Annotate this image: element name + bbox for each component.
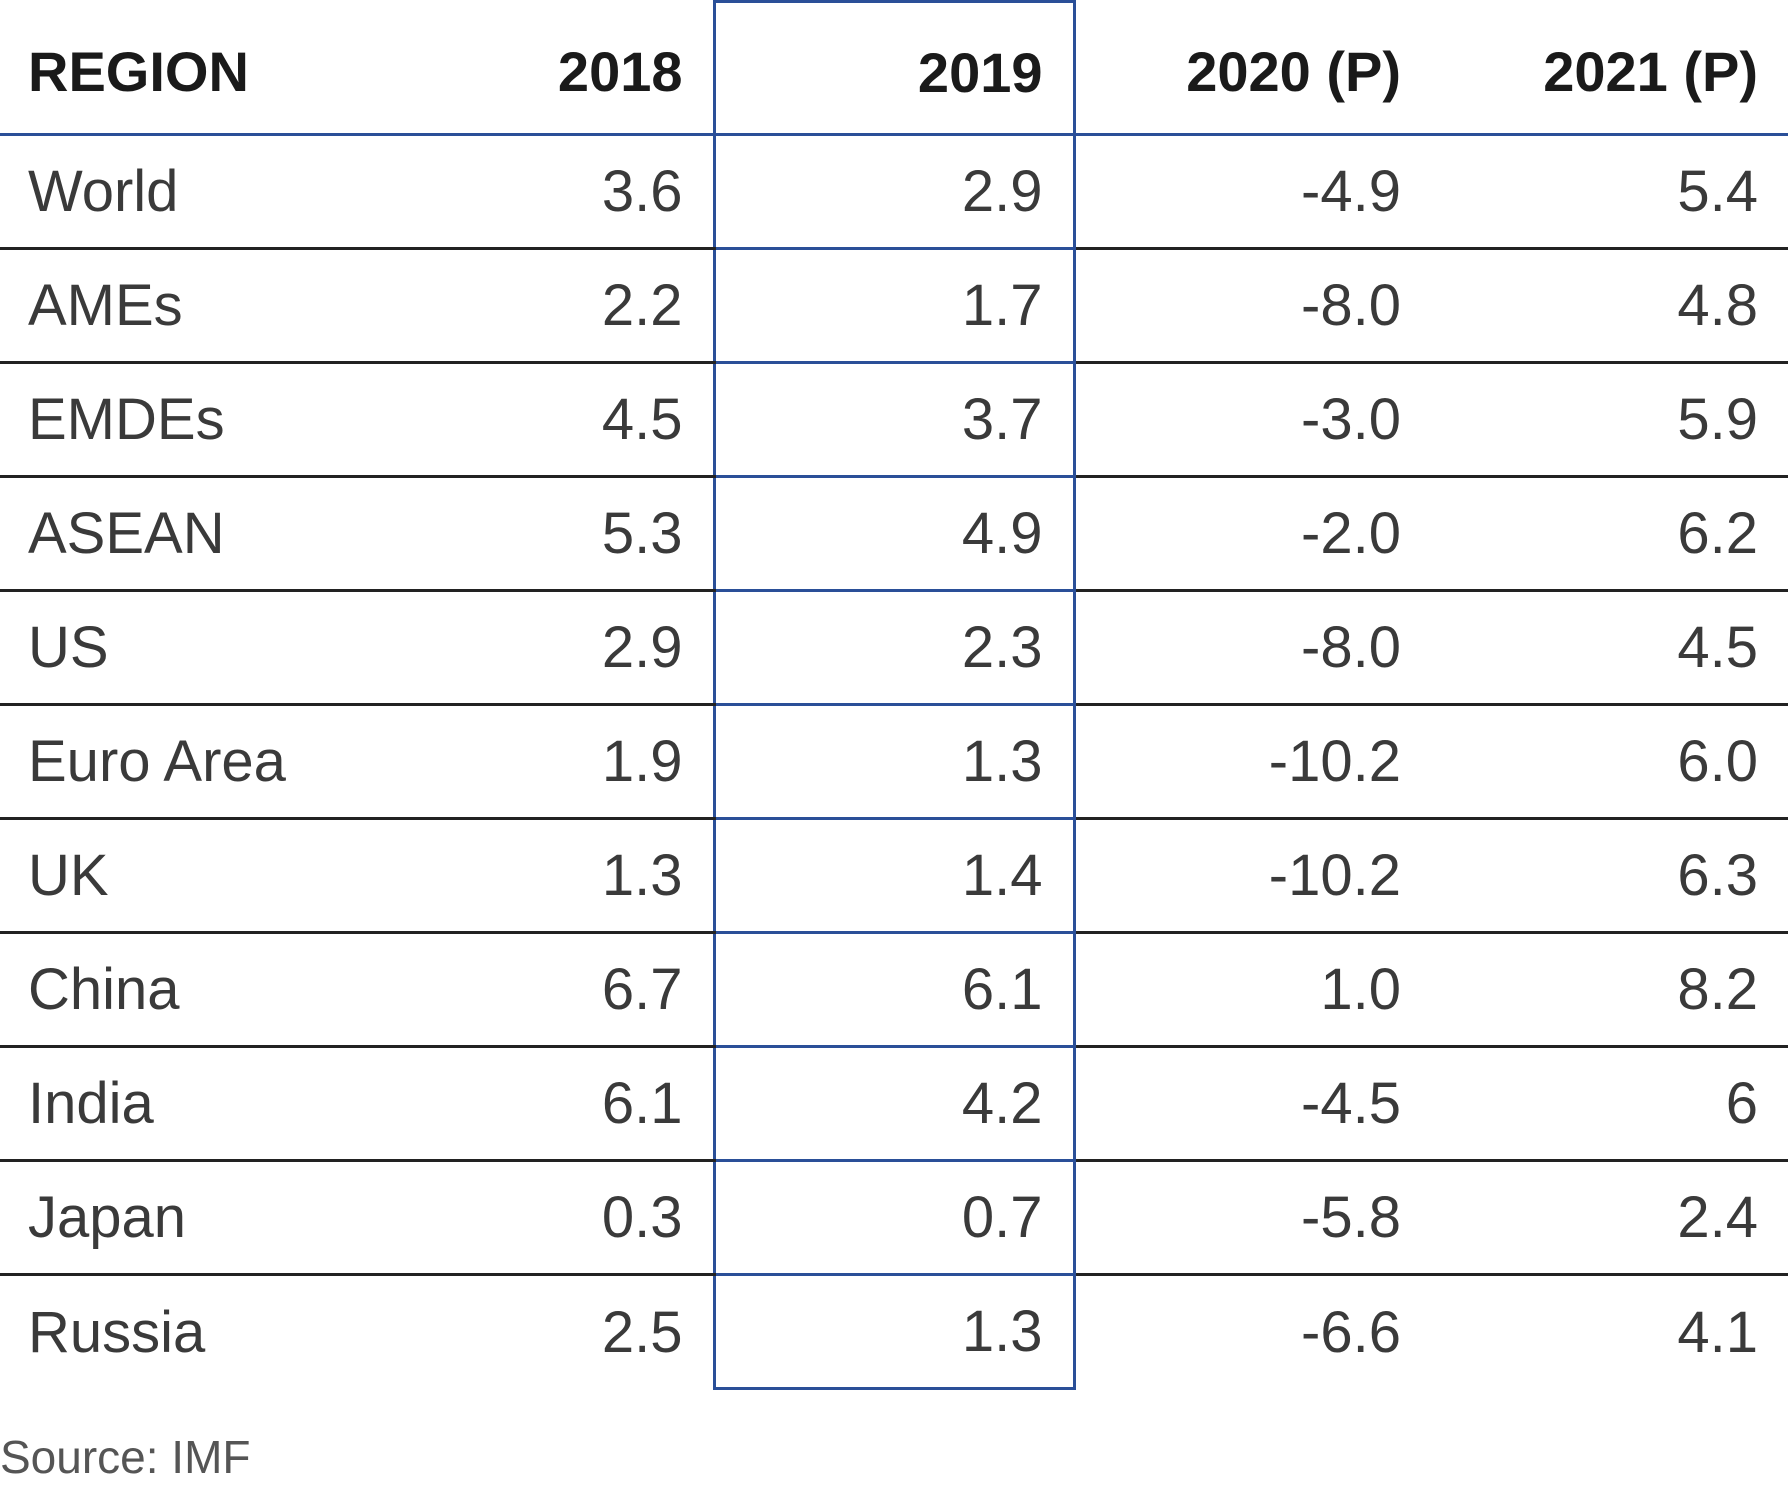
table-row: EMDEs 4.5 3.7 -3.0 5.9 bbox=[0, 362, 1788, 478]
growth-value: 1.3 bbox=[712, 704, 1076, 820]
table-row: Euro Area 1.9 1.3 -10.2 6.0 bbox=[0, 704, 1788, 820]
region-label: UK bbox=[0, 818, 470, 934]
table-row: UK 1.3 1.4 -10.2 6.3 bbox=[0, 818, 1788, 934]
gdp-growth-table: REGION 2018 2019 2020 (P) 2021 (P) World… bbox=[0, 0, 1788, 1390]
growth-value: 2.4 bbox=[1431, 1160, 1788, 1276]
growth-value: -4.5 bbox=[1074, 1046, 1431, 1162]
growth-value: 6.1 bbox=[470, 1046, 714, 1162]
table-header-row: REGION 2018 2019 2020 (P) 2021 (P) bbox=[0, 0, 1788, 136]
table-row: ASEAN 5.3 4.9 -2.0 6.2 bbox=[0, 476, 1788, 592]
growth-value: -4.9 bbox=[1074, 134, 1431, 250]
growth-value: -3.0 bbox=[1074, 362, 1431, 478]
growth-value: 5.9 bbox=[1431, 362, 1788, 478]
region-label: AMEs bbox=[0, 248, 470, 364]
growth-value: -10.2 bbox=[1074, 818, 1431, 934]
region-label: ASEAN bbox=[0, 476, 470, 592]
table-row: China 6.7 6.1 1.0 8.2 bbox=[0, 932, 1788, 1048]
growth-value: 2.5 bbox=[601, 1299, 683, 1365]
growth-value: 6.7 bbox=[470, 932, 714, 1048]
growth-value: 3.6 bbox=[470, 134, 714, 250]
growth-value: 6.0 bbox=[1431, 704, 1788, 820]
growth-value: -10.2 bbox=[1074, 704, 1431, 820]
region-label: Russia bbox=[28, 1299, 206, 1365]
table-row: US 2.9 2.3 -8.0 4.5 bbox=[0, 590, 1788, 706]
column-header: 2020 (P) bbox=[1074, 1, 1431, 136]
growth-value: 6.1 bbox=[712, 932, 1076, 1048]
region-label: Euro Area bbox=[0, 704, 470, 820]
growth-value: 2.3 bbox=[712, 590, 1076, 706]
region-label: World bbox=[0, 134, 470, 250]
table-row: AMEs 2.2 1.7 -8.0 4.8 bbox=[0, 248, 1788, 364]
region-label: US bbox=[0, 590, 470, 706]
growth-value: 6.2 bbox=[1431, 476, 1788, 592]
source-note: Source: IMF bbox=[0, 1431, 251, 1483]
growth-value: 2.9 bbox=[712, 134, 1076, 250]
column-header-highlighted: 2019 bbox=[712, 0, 1076, 136]
forecast-table-container: REGION 2018 2019 2020 (P) 2021 (P) World… bbox=[0, 0, 1788, 1390]
growth-value: 4.8 bbox=[1431, 248, 1788, 364]
growth-value: -8.0 bbox=[1074, 590, 1431, 706]
table-row: Russia 2.5 1.3 -6.6 4.1 bbox=[0, 1274, 1788, 1390]
growth-value: 2.9 bbox=[470, 590, 714, 706]
table-body: World 3.6 2.9 -4.9 5.4 AMEs 2.2 1.7 -8.0 4.8 EMDEs… bbox=[0, 134, 1788, 1390]
growth-value: 6 bbox=[1431, 1046, 1788, 1162]
growth-value: 5.4 bbox=[1431, 134, 1788, 250]
growth-value: 4.5 bbox=[470, 362, 714, 478]
region-label: Japan bbox=[0, 1160, 470, 1276]
growth-value: 4.9 bbox=[712, 476, 1076, 592]
growth-value: 1.7 bbox=[712, 248, 1076, 364]
table-row: World 3.6 2.9 -4.9 5.4 bbox=[0, 134, 1788, 250]
growth-value: 0.7 bbox=[712, 1160, 1076, 1276]
column-header: 2018 bbox=[470, 1, 714, 136]
region-label: India bbox=[0, 1046, 470, 1162]
region-label: EMDEs bbox=[0, 362, 470, 478]
table-row: India 6.1 4.2 -4.5 6 bbox=[0, 1046, 1788, 1162]
growth-value: 1.3 bbox=[470, 818, 714, 934]
growth-value: 3.7 bbox=[712, 362, 1076, 478]
growth-value: -6.6 bbox=[1301, 1299, 1401, 1365]
column-header: REGION bbox=[0, 1, 470, 136]
growth-value: 1.3 bbox=[712, 1274, 1076, 1390]
region-label: China bbox=[0, 932, 470, 1048]
column-header: 2021 (P) bbox=[1431, 1, 1788, 136]
growth-value: 5.3 bbox=[470, 476, 714, 592]
growth-value: -8.0 bbox=[1074, 248, 1431, 364]
growth-value: 4.2 bbox=[712, 1046, 1076, 1162]
growth-value: 6.3 bbox=[1431, 818, 1788, 934]
table-row: Japan 0.3 0.7 -5.8 2.4 bbox=[0, 1160, 1788, 1276]
growth-value: 4.5 bbox=[1431, 590, 1788, 706]
growth-value: 0.3 bbox=[470, 1160, 714, 1276]
growth-value: 2.2 bbox=[470, 248, 714, 364]
growth-value: -5.8 bbox=[1074, 1160, 1431, 1276]
growth-value: 4.1 bbox=[1677, 1299, 1758, 1365]
growth-value: 1.0 bbox=[1074, 932, 1431, 1048]
growth-value: 8.2 bbox=[1431, 932, 1788, 1048]
growth-value: 1.9 bbox=[470, 704, 714, 820]
growth-value: 1.4 bbox=[712, 818, 1076, 934]
growth-value: -2.0 bbox=[1074, 476, 1431, 592]
